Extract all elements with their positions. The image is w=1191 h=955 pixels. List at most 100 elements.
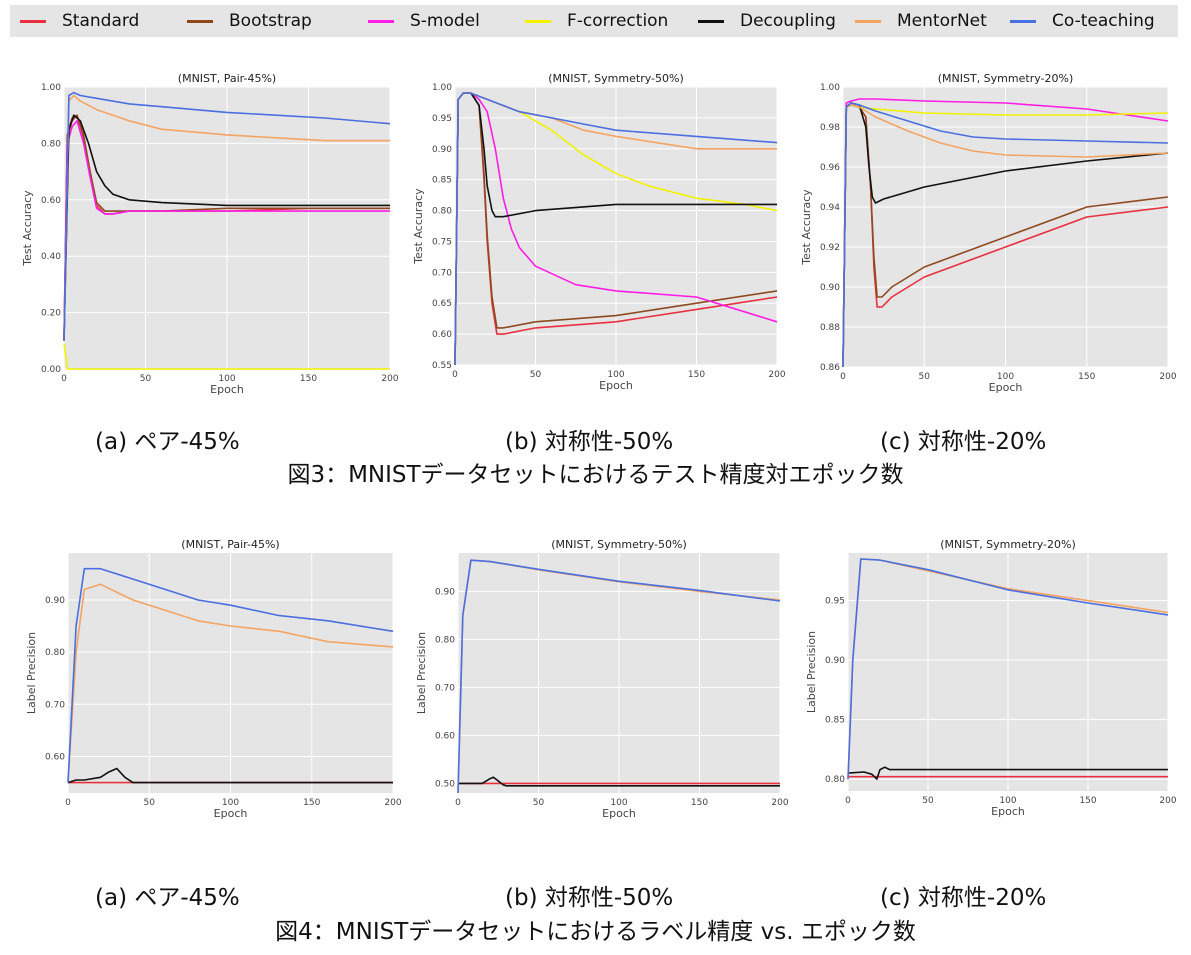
x-tick-label: 150 bbox=[300, 374, 317, 384]
y-tick-label: 0.70 bbox=[435, 683, 455, 693]
chart-panel: 0 50 100 150 200 0.00 0.20 0.40 0.60 0.80 1.00 (MNI… bbox=[21, 72, 399, 396]
y-tick-label: 0.88 bbox=[820, 323, 840, 333]
series-line-s-model bbox=[63, 120, 390, 341]
legend: Standard Bootstrap S-model F-correction Deco… bbox=[10, 5, 1178, 37]
x-tick-label: 0 bbox=[61, 374, 67, 384]
y-tick-label: 0.70 bbox=[45, 700, 65, 710]
y-tick-label: 0.85 bbox=[825, 716, 845, 726]
x-tick-label: 150 bbox=[303, 798, 320, 808]
x-axis-label: Epoch bbox=[210, 383, 244, 396]
series-line-co-teaching bbox=[847, 558, 1169, 780]
legend-swatch bbox=[525, 20, 551, 23]
legend-label: MentorNet bbox=[897, 11, 987, 31]
x-tick-label: 200 bbox=[381, 374, 398, 384]
x-tick-label: 100 bbox=[997, 372, 1014, 382]
x-axis-label: Epoch bbox=[214, 807, 248, 820]
x-tick-label: 50 bbox=[922, 796, 934, 806]
x-tick-label: 100 bbox=[999, 796, 1016, 806]
y-tick-label: 0.90 bbox=[825, 656, 845, 666]
x-tick-label: 0 bbox=[845, 796, 851, 806]
x-tick-label: 50 bbox=[919, 372, 931, 382]
y-tick-label: 0.00 bbox=[41, 365, 61, 375]
series-line-co-teaching bbox=[67, 567, 394, 783]
x-tick-label: 150 bbox=[1078, 372, 1095, 382]
y-axis-label: Test Accuracy bbox=[412, 188, 425, 265]
legend-swatch bbox=[368, 20, 394, 23]
legend-swatch bbox=[20, 20, 46, 23]
y-tick-label: 0.40 bbox=[41, 252, 61, 262]
chart-panel: 0 50 100 150 200 0.60 0.70 0.80 0.90 (MNIST, Pair… bbox=[25, 538, 402, 820]
legend-label: Standard bbox=[62, 11, 140, 31]
x-tick-label: 200 bbox=[1159, 796, 1176, 806]
y-tick-label: 0.80 bbox=[435, 635, 455, 645]
x-tick-label: 50 bbox=[144, 798, 156, 808]
y-tick-label: 0.90 bbox=[432, 145, 452, 155]
legend-label: S-model bbox=[410, 11, 480, 31]
y-axis-label: Label Precision bbox=[415, 632, 428, 714]
chart-title: (MNIST, Symmetry-50%) bbox=[548, 72, 684, 85]
chart-panel: 0 50 100 150 200 0.55 0.60 0.65 0.70 0.75 0.80 0.85… bbox=[412, 72, 786, 392]
fig4-subcaption-a: (a) ペア-45% bbox=[95, 885, 240, 911]
chart-title: (MNIST, Pair-45%) bbox=[178, 72, 276, 85]
x-axis-label: Epoch bbox=[989, 381, 1023, 394]
series-line-decoupling bbox=[67, 767, 393, 784]
x-axis-label: Epoch bbox=[991, 805, 1025, 818]
series-line-co-teaching bbox=[842, 102, 1169, 368]
y-tick-label: 0.85 bbox=[432, 176, 452, 186]
chart-panel: 0 50 100 150 200 0.50 0.60 0.70 0.80 0.90 (MNIST, … bbox=[415, 538, 789, 820]
chart-panel: 0 50 100 150 200 0.80 0.85 0.90 0.95 (MNIST, Symm… bbox=[805, 538, 1177, 818]
series-line-f-correction bbox=[63, 343, 390, 370]
y-tick-label: 0.70 bbox=[432, 268, 452, 278]
y-tick-label: 0.60 bbox=[432, 330, 452, 340]
y-tick-label: 0.90 bbox=[435, 587, 455, 597]
chart-title: (MNIST, Pair-45%) bbox=[181, 538, 279, 551]
legend-swatch bbox=[1010, 20, 1036, 23]
y-tick-label: 0.80 bbox=[432, 207, 452, 217]
y-tick-label: 0.80 bbox=[825, 775, 845, 785]
x-tick-label: 200 bbox=[384, 798, 401, 808]
series-line-decoupling bbox=[847, 766, 1168, 780]
legend-label: Decoupling bbox=[740, 11, 836, 31]
series-line-co-teaching bbox=[454, 92, 778, 366]
fig3-subcaption-c: (c) 対称性-20% bbox=[880, 429, 1047, 455]
y-tick-label: 0.90 bbox=[45, 596, 65, 606]
y-tick-label: 0.92 bbox=[820, 243, 840, 253]
chart-title: (MNIST, Symmetry-50%) bbox=[551, 538, 687, 551]
x-axis-label: Epoch bbox=[602, 807, 636, 820]
y-tick-label: 0.96 bbox=[820, 163, 840, 173]
y-axis-label: Test Accuracy bbox=[21, 190, 34, 267]
fig3-subcaption-b: (b) 対称性-50% bbox=[505, 429, 674, 455]
fig4-caption: 図4：MNISTデータセットにおけるラベル精度 vs. エポック数 bbox=[275, 919, 916, 945]
x-tick-label: 100 bbox=[218, 374, 235, 384]
y-tick-label: 0.55 bbox=[432, 361, 452, 371]
legend-swatch bbox=[187, 20, 213, 23]
series-line-mentornet bbox=[63, 94, 390, 341]
x-tick-label: 100 bbox=[607, 370, 624, 380]
x-axis-label: Epoch bbox=[599, 379, 633, 392]
legend-label: F-correction bbox=[567, 11, 669, 31]
series-line-mentornet bbox=[842, 104, 1169, 368]
series-line-decoupling bbox=[458, 776, 780, 787]
series-line-co-teaching bbox=[457, 559, 781, 794]
legend-label: Co-teaching bbox=[1052, 11, 1155, 31]
y-tick-label: 0.86 bbox=[820, 363, 840, 373]
x-tick-label: 150 bbox=[1079, 796, 1096, 806]
x-tick-label: 50 bbox=[140, 374, 152, 384]
x-tick-label: 100 bbox=[222, 798, 239, 808]
x-tick-label: 200 bbox=[1159, 372, 1176, 382]
y-tick-label: 0.50 bbox=[435, 779, 455, 789]
x-tick-label: 200 bbox=[771, 798, 788, 808]
x-tick-label: 0 bbox=[840, 372, 846, 382]
y-tick-label: 0.90 bbox=[820, 283, 840, 293]
fig4-subcaption-c: (c) 対称性-20% bbox=[880, 885, 1047, 911]
y-tick-label: 0.20 bbox=[41, 309, 61, 319]
fig3-subcaption-a: (a) ペア-45% bbox=[95, 429, 240, 455]
y-tick-label: 1.00 bbox=[41, 83, 61, 93]
x-tick-label: 0 bbox=[452, 370, 458, 380]
x-tick-label: 200 bbox=[768, 370, 785, 380]
y-axis-label: Label Precision bbox=[25, 632, 38, 714]
y-tick-label: 1.00 bbox=[432, 83, 452, 93]
chart-title: (MNIST, Symmetry-20%) bbox=[938, 72, 1074, 85]
fig4-subcaption-b: (b) 対称性-50% bbox=[505, 885, 674, 911]
